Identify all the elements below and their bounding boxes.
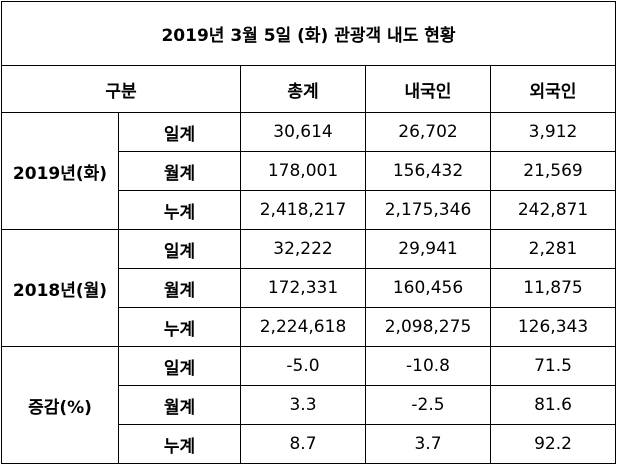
data-row: 누계 2,418,217 2,175,346 242,871: [2, 190, 616, 230]
data-row: 누계 2,224,618 2,098,275 126,343: [2, 307, 616, 347]
value-cell: 2,098,275: [365, 307, 491, 347]
value-cell: -5.0: [240, 346, 366, 386]
data-row: 2019년(화) 일계 30,614 26,702 3,912: [1, 112, 616, 230]
value-cell: 3,912: [490, 112, 616, 152]
group-label: 2018년(월): [1, 229, 119, 347]
header-cell: 구분: [1, 65, 241, 113]
row-label: 일계: [118, 229, 241, 269]
value-cell: 71.5: [490, 346, 616, 386]
row-label: 누계: [118, 190, 241, 230]
value-cell: 156,432: [365, 151, 491, 191]
value-cell: 32,222: [240, 229, 366, 269]
value-cell: 172,331: [240, 268, 366, 308]
value-cell: 2,175,346: [365, 190, 491, 230]
value-cell: 26,702: [365, 112, 491, 152]
group-label: 증감(%): [1, 346, 119, 464]
value-cell: 160,456: [365, 268, 491, 308]
value-cell: 3.3: [240, 385, 366, 425]
value-cell: 11,875: [490, 268, 616, 308]
header-row: 구분 총계 내국인 외국인: [1, 65, 616, 113]
row-label: 일계: [118, 112, 241, 152]
tourist-table: 2019년 3월 5일 (화) 관광객 내도 현황 구분 총계 내국인 외국인 2019…: [1, 1, 616, 464]
value-cell: 30,614: [240, 112, 366, 152]
value-cell: -10.8: [365, 346, 491, 386]
value-cell: 2,281: [490, 229, 616, 269]
header-cell: 총계: [240, 65, 366, 113]
row-label: 누계: [118, 307, 241, 347]
value-cell: 8.7: [240, 424, 366, 464]
value-cell: 178,001: [240, 151, 366, 191]
row-label: 월계: [118, 151, 241, 191]
table-title: 2019년 3월 5일 (화) 관광객 내도 현황: [1, 1, 616, 66]
row-label: 일계: [118, 346, 241, 386]
value-cell: 2,224,618: [240, 307, 366, 347]
data-row: 누계 8.7 3.7 92.2: [2, 424, 616, 464]
data-row: 월계 172,331 160,456 11,875: [2, 268, 616, 308]
header-cell: 외국인: [490, 65, 616, 113]
value-cell: 92.2: [490, 424, 616, 464]
data-row: 2018년(월) 일계 32,222 29,941 2,281: [1, 229, 616, 347]
data-row: 월계 178,001 156,432 21,569: [2, 151, 616, 191]
value-cell: 242,871: [490, 190, 616, 230]
value-cell: 29,941: [365, 229, 491, 269]
row-label: 월계: [118, 385, 241, 425]
row-label: 월계: [118, 268, 241, 308]
value-cell: 126,343: [490, 307, 616, 347]
value-cell: 21,569: [490, 151, 616, 191]
value-cell: 2,418,217: [240, 190, 366, 230]
value-cell: 3.7: [365, 424, 491, 464]
value-cell: -2.5: [365, 385, 491, 425]
row-label: 누계: [118, 424, 241, 464]
data-row: 증감(%) 일계 -5.0 -10.8 71.5: [1, 346, 616, 464]
group-label: 2019년(화): [1, 112, 119, 230]
data-row: 월계 3.3 -2.5 81.6: [2, 385, 616, 425]
value-cell: 81.6: [490, 385, 616, 425]
header-cell: 내국인: [365, 65, 491, 113]
